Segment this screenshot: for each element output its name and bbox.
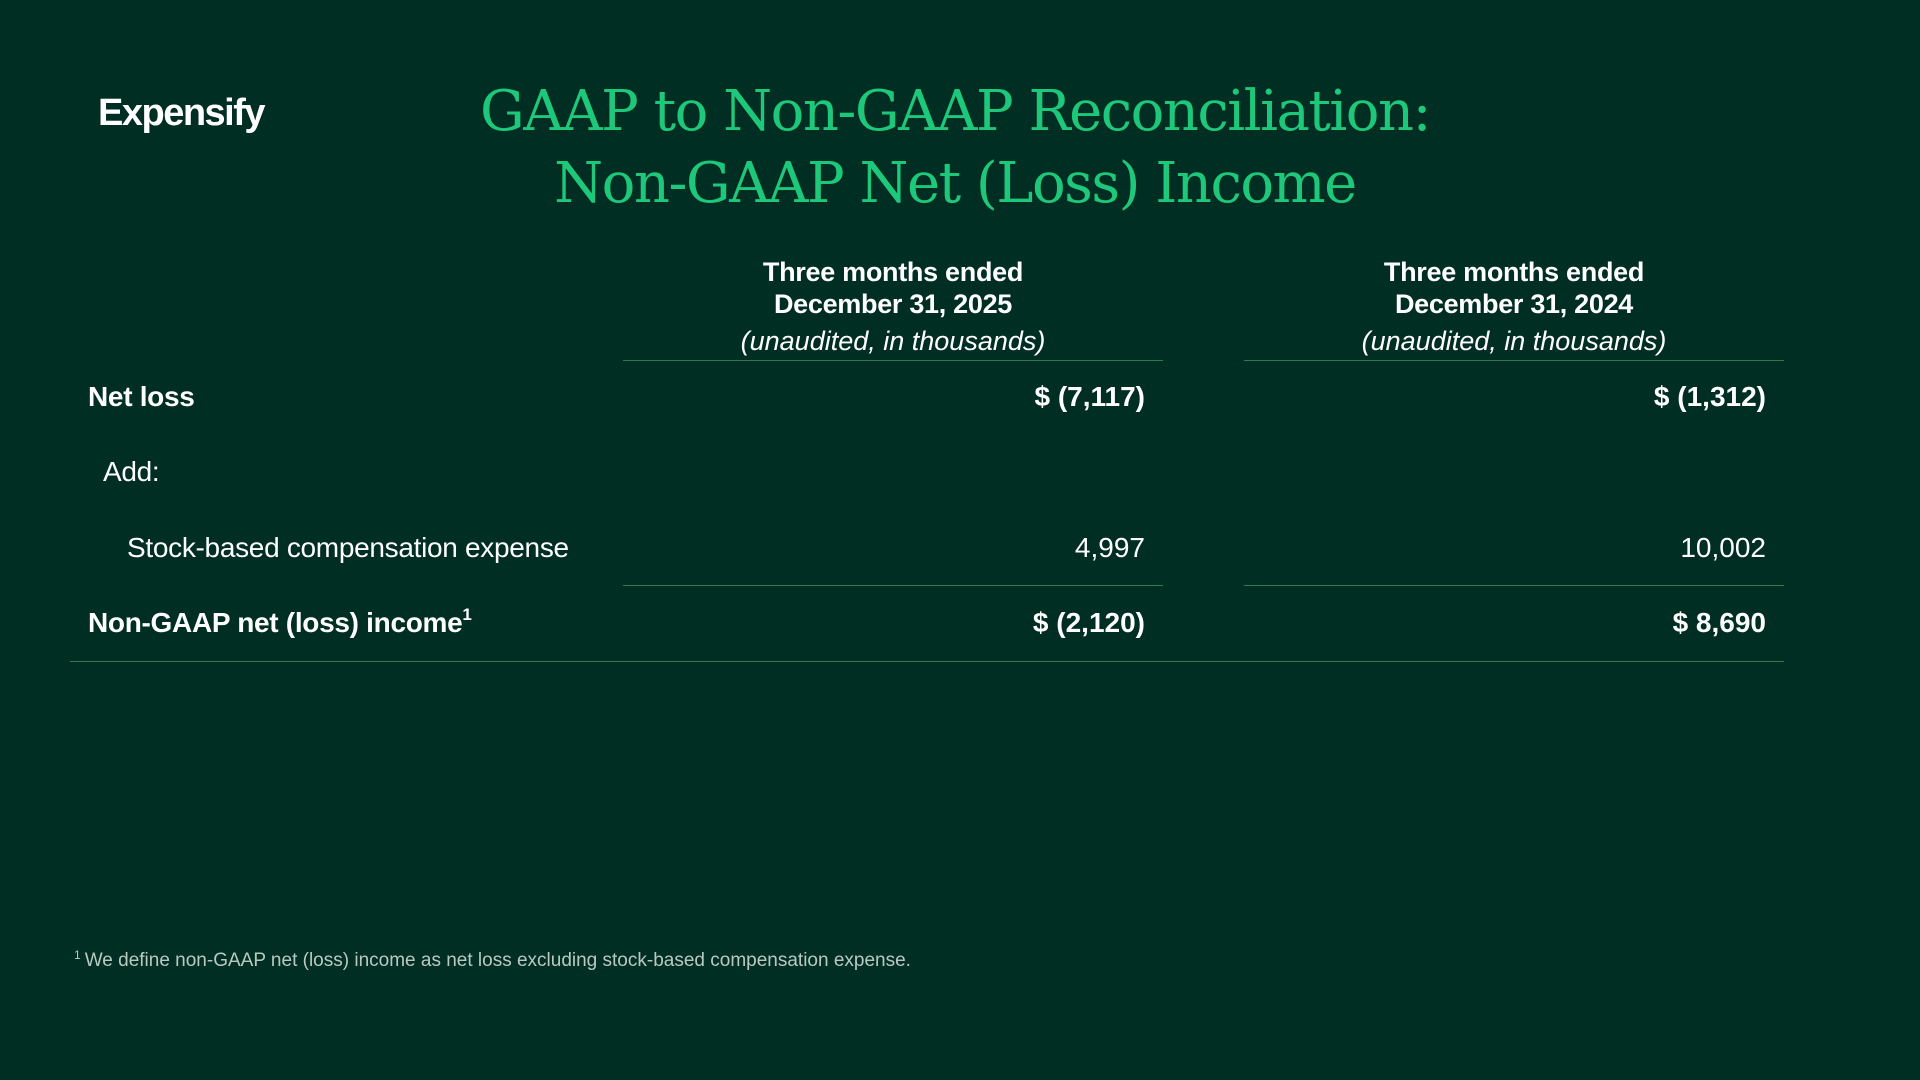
non-gaap-2024: $ 8,690 (1672, 607, 1766, 638)
title-line-1: GAAP to Non-GAAP Reconciliation: (480, 79, 1431, 144)
footnote: 1 We define non-GAAP net (loss) income as… (74, 948, 911, 972)
row-label-stock-based-compensation: Stock-based compensation expense (127, 532, 569, 563)
expensify-logo: Expensify (98, 92, 266, 134)
column-header-2024-note: (unaudited, in thousands) (1361, 326, 1667, 356)
column-header-2025-line1: Three months ended (762, 257, 1024, 287)
non-gaap-2025: $ (2,120) (1032, 607, 1145, 638)
footnote-text: We define non-GAAP net (loss) income as … (84, 950, 911, 971)
sbc-2025: 4,997 (1074, 532, 1145, 563)
subtotal-rule-2024 (1244, 585, 1784, 586)
column-header-2025: Three months ended December 31, 2025 (un… (623, 256, 1163, 361)
row-label-net-loss: Net loss (88, 381, 195, 412)
row-label-add: Add: (103, 456, 160, 487)
column-header-2025-line2: December 31, 2025 (773, 289, 1013, 319)
row-label-non-gaap-net-income: Non-GAAP net (loss) income1 (88, 605, 472, 639)
table-bottom-rule (70, 661, 1784, 662)
column-header-2024-line2: December 31, 2024 (1394, 289, 1634, 319)
column-header-2025-note: (unaudited, in thousands) (740, 326, 1046, 356)
column-header-2024: Three months ended December 31, 2024 (un… (1244, 256, 1784, 361)
sbc-2024: 10,002 (1680, 532, 1766, 563)
footnote-marker: 1 (462, 605, 472, 624)
subtotal-rule-2025 (623, 585, 1163, 586)
slide-title: GAAP to Non-GAAP Reconciliation: Non-GAA… (390, 76, 1520, 220)
column-header-2024-line1: Three months ended (1383, 257, 1645, 287)
footnote-number: 1 (74, 948, 81, 962)
non-gaap-label-text: Non-GAAP net (loss) income (88, 607, 463, 638)
net-loss-2025: $ (7,117) (1034, 381, 1145, 412)
net-loss-2024: $ (1,312) (1653, 381, 1766, 412)
title-line-2: Non-GAAP Net (Loss) Income (554, 151, 1357, 216)
